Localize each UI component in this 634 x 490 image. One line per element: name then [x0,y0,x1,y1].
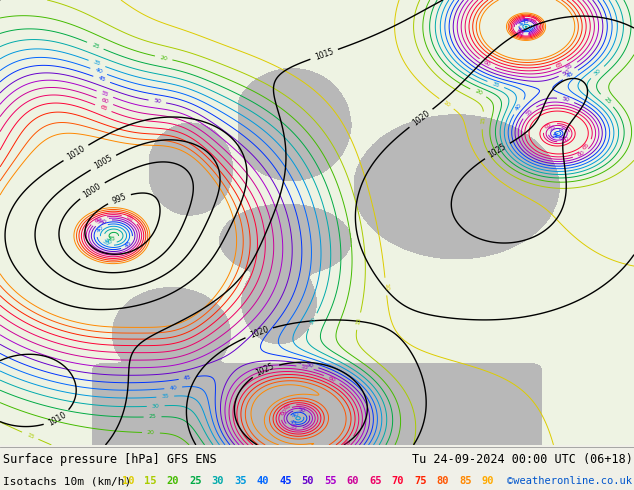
Text: 55: 55 [301,364,309,370]
Text: Tu 24-09-2024 00:00 UTC (06+18): Tu 24-09-2024 00:00 UTC (06+18) [412,453,633,466]
Text: 40: 40 [96,224,105,234]
Text: 55: 55 [565,63,574,71]
Text: 15: 15 [480,116,486,124]
Text: 55: 55 [515,28,524,36]
Text: 60: 60 [280,407,289,416]
Text: 25: 25 [107,236,115,242]
Text: 85: 85 [459,476,472,487]
Text: 35: 35 [101,239,110,247]
Text: 50: 50 [562,69,571,76]
Text: 20: 20 [147,430,155,435]
Text: 15: 15 [25,432,35,440]
Text: 25: 25 [91,42,100,49]
Text: 50: 50 [297,407,306,414]
Text: 60: 60 [100,98,110,105]
Text: 15: 15 [355,317,362,325]
Text: 30: 30 [103,237,113,245]
Text: 65: 65 [369,476,382,487]
Text: 25: 25 [148,415,157,419]
Text: 40: 40 [518,20,527,28]
Text: 50: 50 [515,27,525,35]
Text: 20: 20 [474,89,483,97]
Text: 35: 35 [234,476,247,487]
Text: 20: 20 [167,476,179,487]
Text: 45: 45 [183,375,192,381]
Text: 45: 45 [566,71,575,79]
Text: 65: 65 [544,122,553,130]
Text: 1020: 1020 [411,109,431,128]
Text: 65: 65 [126,215,134,222]
Text: 60: 60 [576,150,586,158]
Text: 25: 25 [189,476,202,487]
Text: 75: 75 [414,476,427,487]
Text: 65: 65 [529,15,538,23]
Text: 60: 60 [515,30,524,38]
Text: 70: 70 [392,476,404,487]
Text: Surface pressure [hPa] GFS ENS: Surface pressure [hPa] GFS ENS [3,453,217,466]
Text: 55: 55 [524,108,534,117]
Text: 50: 50 [558,133,567,142]
Text: 1010: 1010 [65,144,86,162]
Text: 45: 45 [522,19,530,24]
Text: ©weatheronline.co.uk: ©weatheronline.co.uk [507,476,632,487]
Text: 30: 30 [212,476,224,487]
Text: 1025: 1025 [255,362,276,378]
Text: 40: 40 [291,411,300,418]
Text: 30: 30 [593,68,602,77]
Text: 65: 65 [582,142,591,151]
Text: 10: 10 [383,282,389,291]
Text: 10: 10 [122,476,134,487]
Text: 35: 35 [161,394,169,399]
Text: 50: 50 [561,97,570,103]
Text: 40: 40 [257,476,269,487]
Text: 60: 60 [561,135,571,144]
Text: 80: 80 [437,476,449,487]
Text: 10: 10 [442,99,451,108]
Text: 1015: 1015 [314,47,335,62]
Text: 65: 65 [344,439,353,448]
Text: 65: 65 [283,403,292,411]
Text: 1000: 1000 [82,181,103,199]
Text: 65: 65 [99,104,108,112]
Text: 55: 55 [96,217,105,224]
Text: 55: 55 [548,124,557,132]
Text: 1020: 1020 [249,325,269,340]
Text: 45: 45 [550,130,556,139]
Text: 40: 40 [94,68,103,75]
Text: 25: 25 [602,96,612,105]
Text: 60: 60 [347,476,359,487]
Text: 45: 45 [288,418,297,427]
Text: 45: 45 [279,476,292,487]
Text: 1010: 1010 [47,410,68,427]
Text: 55: 55 [100,91,110,98]
Text: 50: 50 [306,362,314,369]
Text: 30: 30 [309,317,317,326]
Text: 55: 55 [324,476,337,487]
Text: 35: 35 [93,60,101,67]
Text: 50: 50 [302,476,314,487]
Text: 995: 995 [111,192,127,205]
Text: 50: 50 [153,98,162,104]
Text: 65: 65 [555,61,564,69]
Text: 1005: 1005 [93,154,114,171]
Text: 55: 55 [290,424,298,431]
Text: 1025: 1025 [487,142,508,160]
Text: 45: 45 [97,75,107,83]
Text: 20: 20 [159,55,168,61]
Text: 45: 45 [124,240,133,248]
Text: Isotachs 10m (km/h): Isotachs 10m (km/h) [3,476,138,487]
Text: 40: 40 [515,102,523,112]
Text: 35: 35 [491,81,500,88]
Text: 30: 30 [152,403,160,409]
Text: 15: 15 [144,476,157,487]
Text: 60: 60 [482,59,491,68]
Text: 40: 40 [169,385,178,391]
Text: 60: 60 [94,216,103,223]
Text: 90: 90 [482,476,494,487]
Text: 60: 60 [327,375,337,383]
Text: 50: 50 [99,218,108,225]
